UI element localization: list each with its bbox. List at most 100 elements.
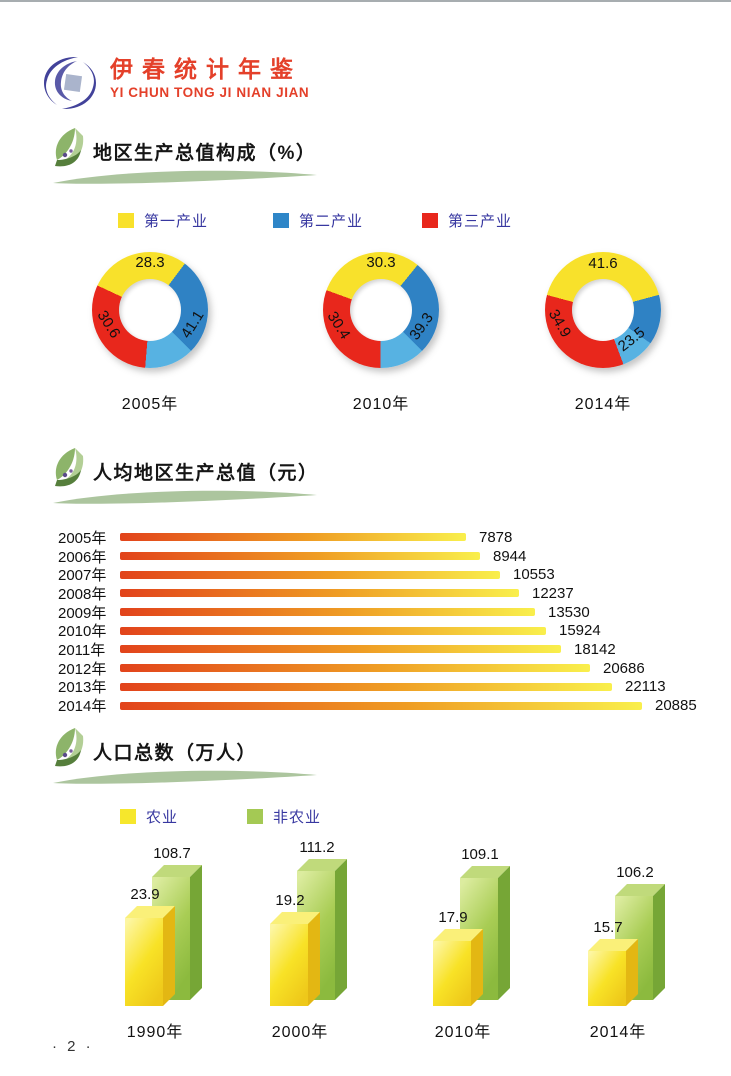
donut-year-caption: 2014年 <box>574 396 632 413</box>
donut-value-primary: 30.3 <box>366 254 396 271</box>
bar-value-label: 23.9 <box>130 886 160 903</box>
yearbook-title: 伊春统计年鉴 <box>110 56 302 82</box>
bar-year-label: 2006年 <box>58 548 107 566</box>
bar-year-label: 2005年 <box>58 529 107 547</box>
bar-2011 <box>120 645 561 654</box>
page-top-edge <box>0 0 731 2</box>
group-year-caption: 2010年 <box>434 1024 492 1041</box>
bar-value-label: 12237 <box>532 584 574 602</box>
bar-value-label: 13530 <box>548 603 590 621</box>
bar-2014 <box>120 701 642 710</box>
bar-year-label: 2008年 <box>58 585 107 603</box>
bar-value-label: 108.7 <box>153 845 191 862</box>
bar-value-label: 20686 <box>603 659 645 677</box>
bar-value-label: 19.2 <box>275 892 305 909</box>
bar-2005 <box>120 533 466 542</box>
bar-value-label: 17.9 <box>438 909 468 926</box>
legend-item-tertiary: 第三产业 <box>422 210 512 231</box>
legend-item-agriculture: 农业 <box>120 806 178 827</box>
donut-value-secondary: 41.1 <box>177 307 208 342</box>
donut-value-tertiary: 34.9 <box>544 306 575 341</box>
legend-item-primary: 第一产业 <box>118 210 208 231</box>
bar-value-label: 10553 <box>513 566 555 584</box>
leaf-icon <box>55 728 84 767</box>
non-agriculture-swatch <box>247 809 263 824</box>
population-chart: 108.7 23.9 1990年 111.2 19.2 2000年 109.1 … <box>0 839 731 1042</box>
agriculture-bar-2014: 15.7 <box>588 919 626 1006</box>
bar-value-label: 15924 <box>559 622 601 640</box>
bar-year-label: 2007年 <box>58 567 107 585</box>
bar-year-label: 2010年 <box>58 623 107 641</box>
donut-hole <box>119 279 181 341</box>
bar-value-label: 20885 <box>655 697 697 715</box>
bar-year-label: 2013年 <box>58 679 107 697</box>
donut-ring-2010: 30.3 39.3 30.4 <box>323 252 439 368</box>
bar-row-2012: 2012年 20686 <box>58 659 697 678</box>
legend-label: 非农业 <box>273 809 322 826</box>
section-gdp-composition-header: 地区生产总值构成（%） <box>45 126 405 192</box>
legend-label: 第二产业 <box>299 213 364 230</box>
bar-value-label: 111.2 <box>299 839 335 856</box>
donut-value-tertiary: 30.4 <box>323 308 354 343</box>
bar-row-2007: 2007年 10553 <box>58 565 697 584</box>
donut-2010: 30.3 39.3 30.4 2010年 <box>301 252 461 414</box>
bar-value-label: 7878 <box>479 528 513 546</box>
donut-year-caption: 2005年 <box>121 396 179 413</box>
bar-year-label: 2014年 <box>58 698 107 716</box>
section-gdp-per-capita-header: 人均地区生产总值（元） <box>45 446 405 512</box>
bar-2007 <box>120 570 500 579</box>
bar-row-2010: 2010年 15924 <box>58 621 697 640</box>
legend-label: 农业 <box>146 809 179 826</box>
legend-item-secondary: 第二产业 <box>273 210 363 231</box>
bar-2013 <box>120 682 612 691</box>
bar-row-2005: 2005年 7878 <box>58 528 697 547</box>
group-year-caption: 2014年 <box>589 1024 647 1041</box>
bar-value-label: 15.7 <box>593 919 623 936</box>
bar-year-label: 2011年 <box>58 641 106 659</box>
bar-2012 <box>120 664 590 673</box>
agriculture-bar-1990: 23.9 <box>125 886 163 1006</box>
bar-2006 <box>120 552 480 561</box>
bar-value-label: 22113 <box>625 678 666 696</box>
secondary-industry-swatch <box>273 213 289 228</box>
swoosh-underline <box>53 490 317 504</box>
bar-row-2013: 2013年 22113 <box>58 678 697 697</box>
page-number: · 2 · <box>52 1038 94 1055</box>
legend-item-non-agriculture: 非农业 <box>247 806 321 827</box>
bar-row-2014: 2014年 20885 <box>58 696 697 715</box>
swoosh-underline <box>53 770 317 784</box>
bar-2008 <box>120 589 519 598</box>
bar-value-label: 109.1 <box>461 846 499 863</box>
primary-industry-swatch <box>118 213 134 228</box>
header-text: 伊春统计年鉴 YI CHUN TONG JI NIAN JIAN <box>110 54 309 100</box>
bar-2009 <box>120 608 535 617</box>
bar-row-2011: 2011年 18142 <box>58 640 697 659</box>
section-title: 人口总数（万人） <box>93 743 258 764</box>
donut-year-caption: 2010年 <box>352 396 410 413</box>
donut-hole <box>350 279 412 341</box>
agriculture-bar-2000: 19.2 <box>270 892 308 1006</box>
group-year-caption: 1990年 <box>126 1024 184 1041</box>
page-header: 伊春统计年鉴 YI CHUN TONG JI NIAN JIAN <box>38 54 309 112</box>
swoosh-underline <box>53 170 317 184</box>
section-population-header: 人口总数（万人） <box>45 726 405 792</box>
donut-2014: 41.6 23.5 34.9 2014年 <box>523 252 683 414</box>
agriculture-bar-2010: 17.9 <box>433 909 471 1006</box>
agriculture-swatch <box>120 809 136 824</box>
yearbook-subtitle: YI CHUN TONG JI NIAN JIAN <box>110 85 310 101</box>
donut-2005: 28.3 41.1 30.6 2005年 <box>70 252 230 414</box>
bar-year-label: 2009年 <box>58 604 107 622</box>
bar-value-label: 106.2 <box>616 864 654 881</box>
tertiary-industry-swatch <box>422 213 438 228</box>
section-title: 地区生产总值构成（%） <box>93 143 317 164</box>
group-year-caption: 2000年 <box>271 1024 329 1041</box>
donut-value-primary: 41.6 <box>588 255 618 272</box>
donut-hole <box>572 279 634 341</box>
bar-row-2009: 2009年 13530 <box>58 603 697 622</box>
legend-label: 第一产业 <box>144 213 209 230</box>
bar-row-2006: 2006年 8944 <box>58 547 697 566</box>
leaf-icon <box>55 128 84 167</box>
gdp-per-capita-chart: 2005年 7878 2006年 8944 2007年 10553 2008年 … <box>58 528 697 715</box>
yearbook-logo-icon <box>44 56 96 110</box>
